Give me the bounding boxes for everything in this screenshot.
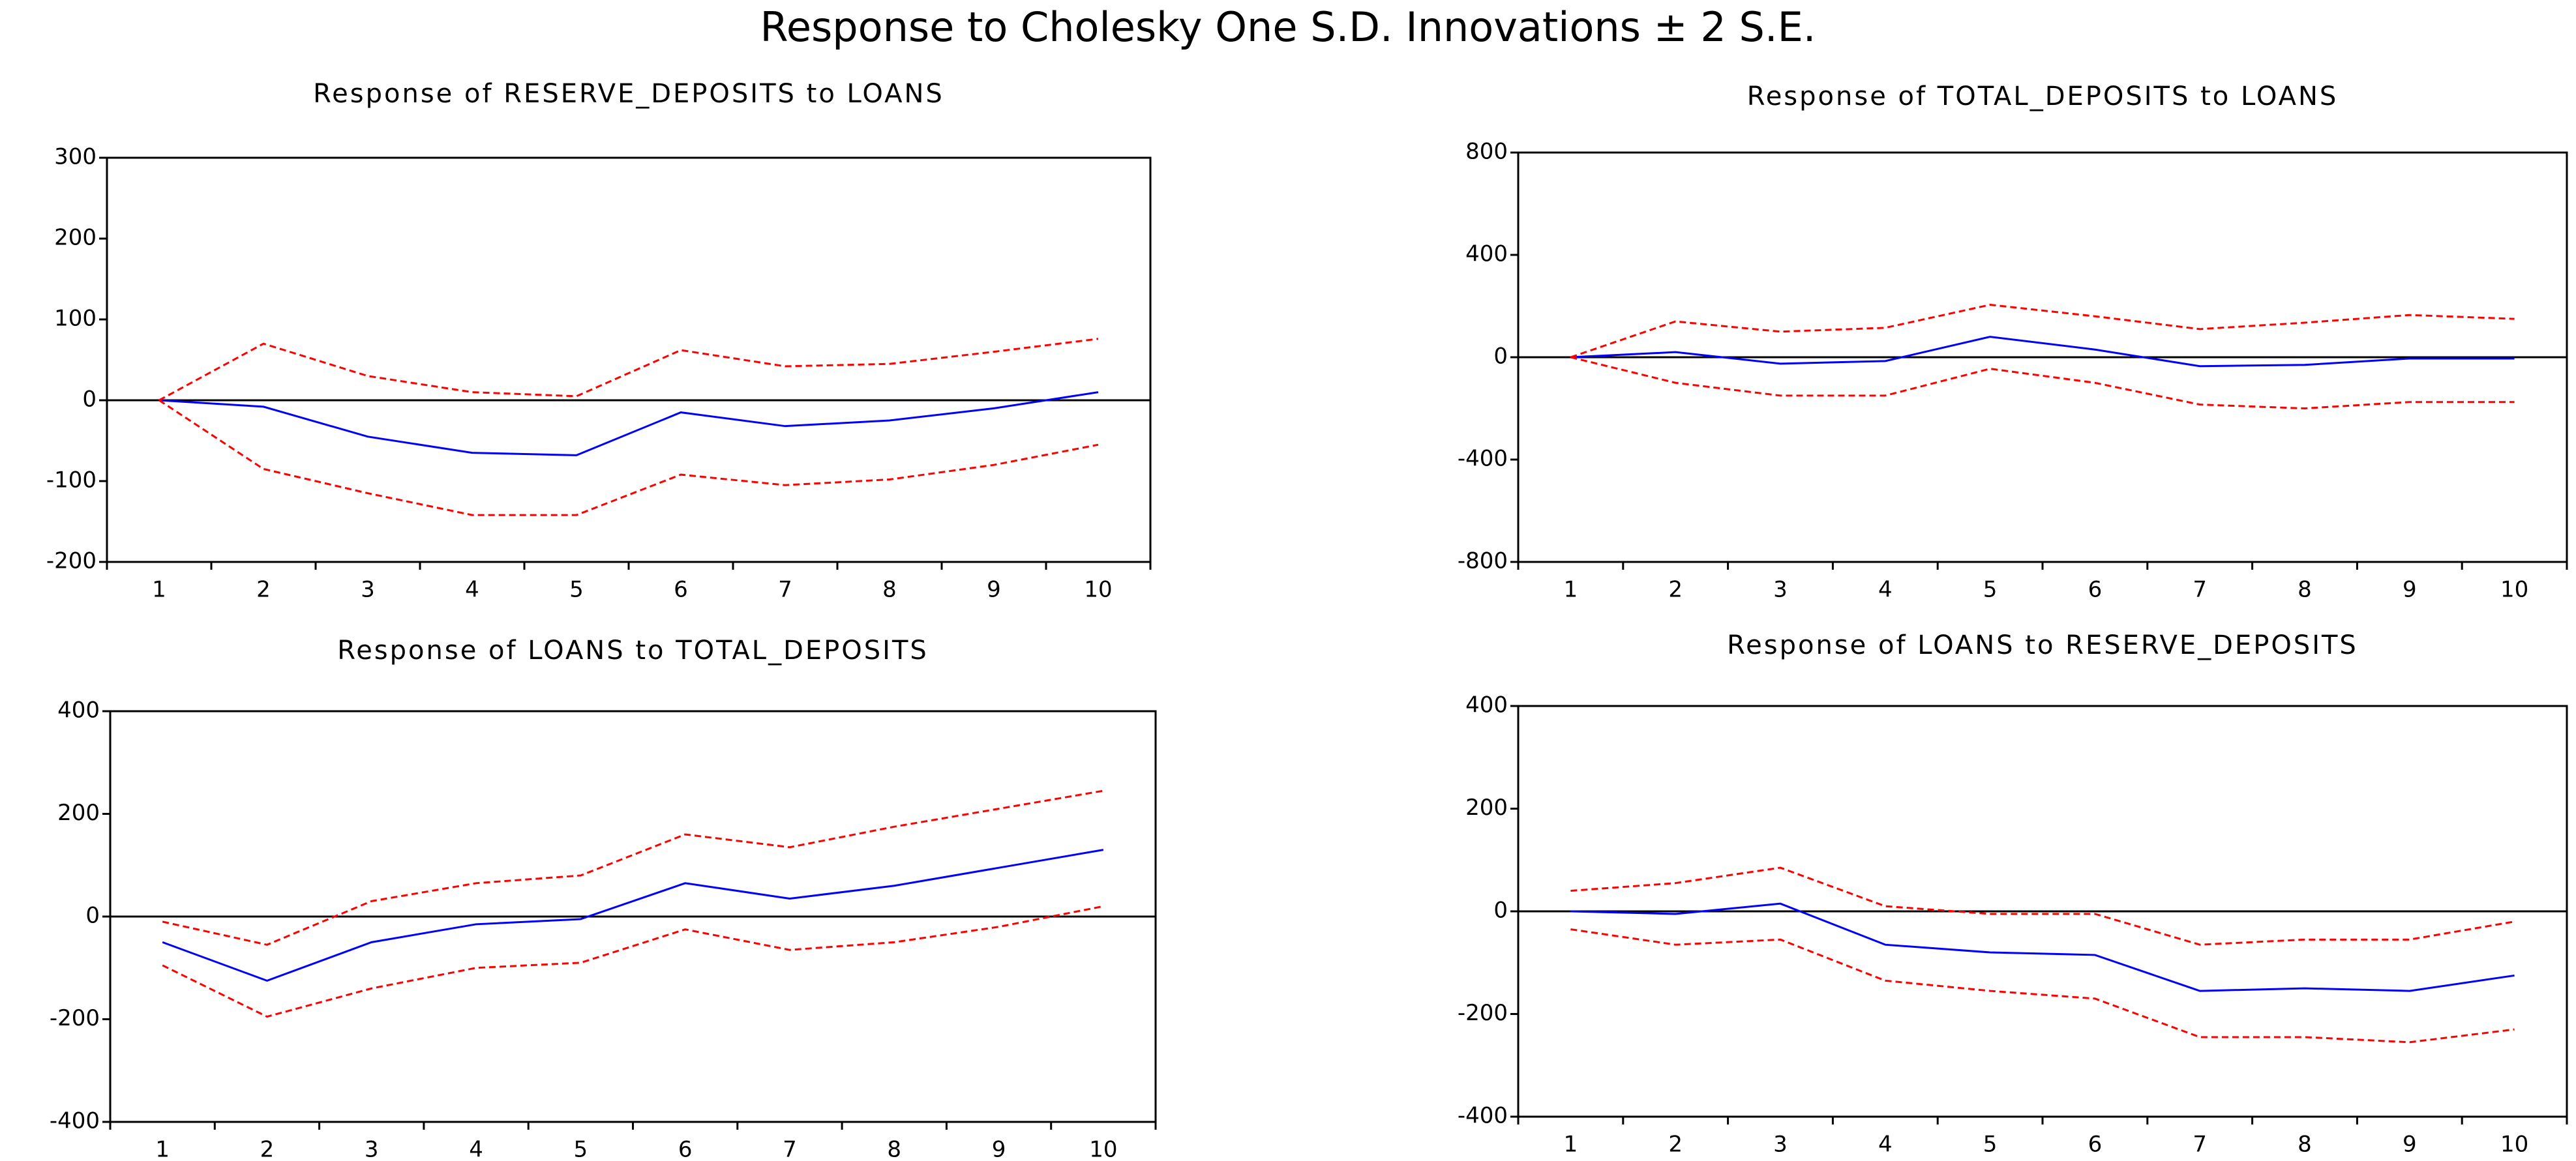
x-tick-label: 5 xyxy=(574,1137,588,1161)
x-tick-label: 2 xyxy=(256,577,271,603)
x-tick-label: 7 xyxy=(2193,577,2207,603)
y-tick-label: -400 xyxy=(50,1108,100,1134)
y-tick-label: -400 xyxy=(1458,446,1508,472)
x-tick-label: 8 xyxy=(887,1137,901,1161)
x-tick-label: 8 xyxy=(2298,1132,2312,1158)
x-tick-label: 1 xyxy=(152,577,166,603)
response-line xyxy=(162,905,1104,1018)
x-tick-label: 1 xyxy=(155,1137,170,1161)
x-tick-label: 7 xyxy=(2193,1132,2207,1158)
response-line xyxy=(1570,304,2515,359)
plot-frame xyxy=(106,156,1152,563)
x-tick-label: 9 xyxy=(2403,1132,2417,1158)
y-tick-label: 200 xyxy=(54,225,97,251)
y-tick-label: 200 xyxy=(57,800,100,826)
y-tick-label: 0 xyxy=(85,903,100,929)
response-line xyxy=(158,391,1099,456)
x-tick-label: 5 xyxy=(1983,577,1998,603)
y-tick-label: 400 xyxy=(1465,241,1508,267)
y-tick-label: 400 xyxy=(57,698,100,724)
x-tick-label: 7 xyxy=(778,577,792,603)
x-tick-label: 4 xyxy=(1878,577,1893,603)
y-tick-label: -200 xyxy=(46,548,97,574)
figure-title: Response to Cholesky One S.D. Innovation… xyxy=(760,3,1816,51)
response-line xyxy=(158,399,1099,516)
x-tick-label: 3 xyxy=(1773,577,1788,603)
y-tick-label: 200 xyxy=(1465,795,1508,821)
subplot-title: Response of LOANS to TOTAL_DEPOSITS xyxy=(337,636,929,666)
x-tick-label: 4 xyxy=(465,577,479,603)
x-tick-label: 8 xyxy=(2298,577,2312,603)
y-tick-label: -200 xyxy=(50,1005,100,1031)
x-tick-label: 8 xyxy=(882,577,897,603)
y-tick-label: 300 xyxy=(54,144,97,170)
x-tick-label: 5 xyxy=(569,577,584,603)
x-tick-label: 9 xyxy=(992,1137,1006,1161)
x-tick-label: 10 xyxy=(2500,1132,2528,1158)
x-tick-label: 3 xyxy=(365,1137,379,1161)
response-line xyxy=(162,849,1104,982)
x-tick-label: 9 xyxy=(2403,577,2417,603)
y-tick-label: -200 xyxy=(1458,1000,1508,1026)
response-line xyxy=(1570,356,2515,410)
response-line xyxy=(1570,902,2515,992)
x-tick-label: 6 xyxy=(2088,577,2103,603)
response-line xyxy=(1570,928,2515,1044)
response-line xyxy=(162,789,1104,946)
y-tick-label: -800 xyxy=(1458,548,1508,574)
x-tick-label: 4 xyxy=(469,1137,483,1161)
y-tick-label: 0 xyxy=(82,387,97,413)
x-tick-label: 10 xyxy=(1084,577,1112,603)
subplot-title: Response of RESERVE_DEPOSITS to LOANS xyxy=(313,79,944,109)
x-tick-label: 9 xyxy=(987,577,1001,603)
x-tick-label: 6 xyxy=(2088,1132,2103,1158)
x-tick-label: 6 xyxy=(678,1137,693,1161)
response-line xyxy=(1570,336,2515,368)
y-tick-label: -100 xyxy=(46,467,97,493)
x-tick-label: 3 xyxy=(361,577,375,603)
x-tick-label: 1 xyxy=(1564,577,1578,603)
x-tick-label: 2 xyxy=(1668,577,1683,603)
y-tick-label: 0 xyxy=(1493,344,1508,370)
x-tick-label: 2 xyxy=(260,1137,275,1161)
x-tick-label: 2 xyxy=(1668,1132,1683,1158)
y-tick-label: 100 xyxy=(54,306,97,332)
y-tick-label: 0 xyxy=(1493,898,1508,924)
response-line xyxy=(158,338,1099,402)
y-tick-label: -400 xyxy=(1458,1103,1508,1129)
x-tick-label: 10 xyxy=(2500,577,2528,603)
response-line xyxy=(1570,866,2515,946)
x-tick-label: 5 xyxy=(1983,1132,1998,1158)
x-tick-label: 10 xyxy=(1089,1137,1117,1161)
x-tick-label: 4 xyxy=(1878,1132,1893,1158)
x-tick-label: 1 xyxy=(1564,1132,1578,1158)
subplot-title: Response of TOTAL_DEPOSITS to LOANS xyxy=(1747,81,2339,111)
subplot-title: Response of LOANS to RESERVE_DEPOSITS xyxy=(1727,630,2358,660)
x-tick-label: 3 xyxy=(1773,1132,1788,1158)
x-tick-label: 6 xyxy=(674,577,688,603)
y-tick-label: 800 xyxy=(1465,139,1508,165)
y-tick-label: 400 xyxy=(1465,692,1508,718)
x-tick-label: 7 xyxy=(783,1137,797,1161)
